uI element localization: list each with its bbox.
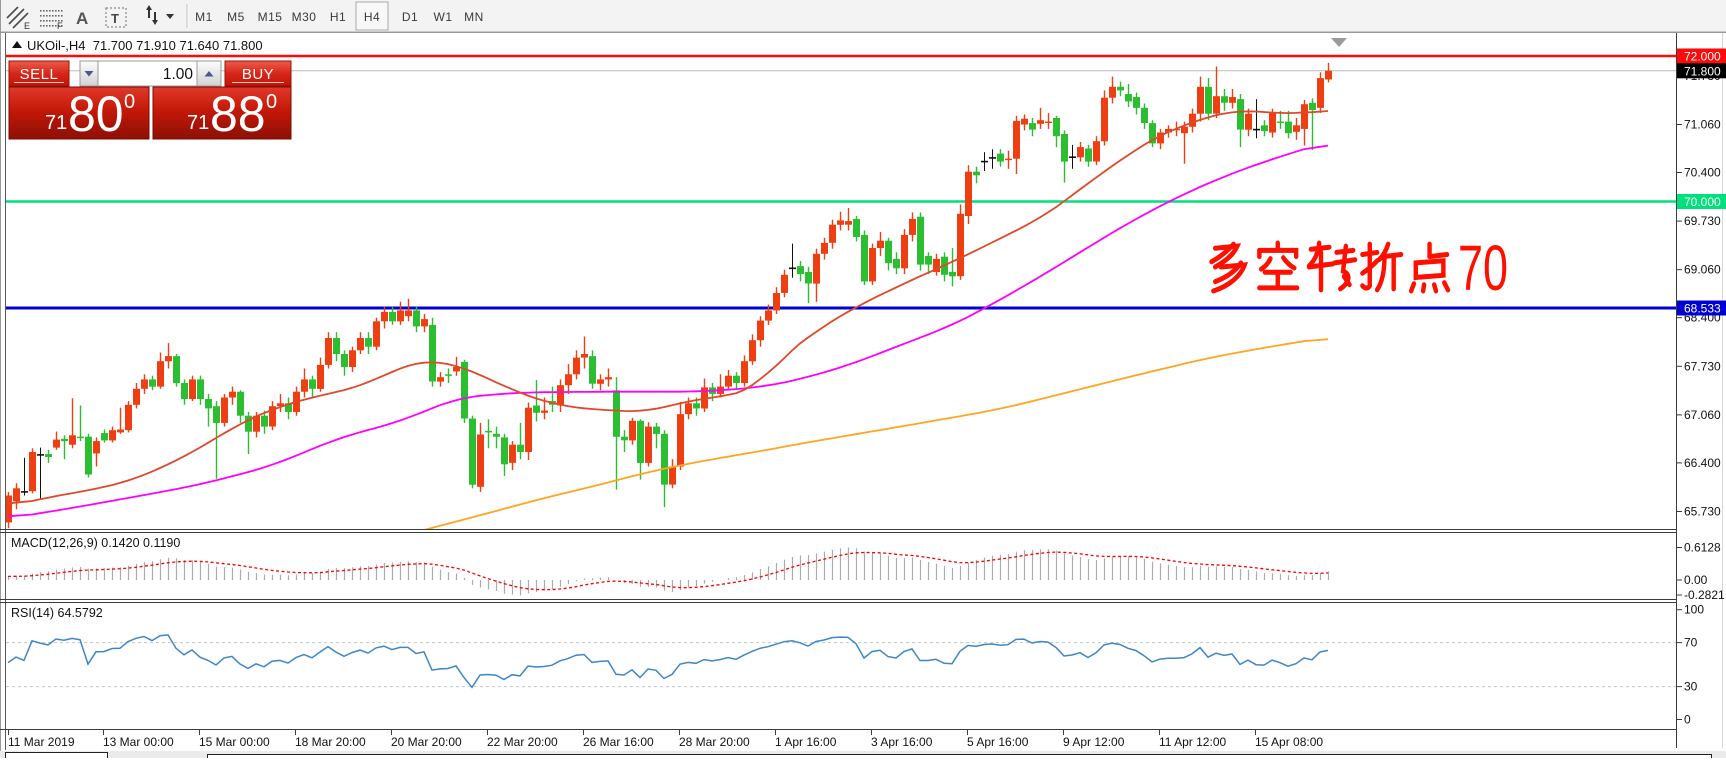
svg-text:F: F xyxy=(57,21,63,31)
svg-text:E: E xyxy=(24,21,30,31)
svg-text:71: 71 xyxy=(45,112,67,134)
svg-text:11 Mar 2019: 11 Mar 2019 xyxy=(8,735,75,749)
svg-text:0.6128: 0.6128 xyxy=(1684,541,1721,555)
svg-text:28 Mar 20:00: 28 Mar 20:00 xyxy=(679,735,750,749)
svg-text:69.730: 69.730 xyxy=(1684,214,1721,228)
svg-text:H1: H1 xyxy=(330,10,346,24)
svg-text:0: 0 xyxy=(266,91,277,113)
svg-text:3 Apr 16:00: 3 Apr 16:00 xyxy=(871,735,933,749)
svg-text:D1: D1 xyxy=(402,10,418,24)
svg-text:72.000: 72.000 xyxy=(1684,50,1721,64)
svg-text:T: T xyxy=(111,11,119,26)
svg-text:M30: M30 xyxy=(292,10,317,24)
svg-text:80: 80 xyxy=(68,86,124,142)
svg-text:UKOil-,H4 71.700 71.910 71.64: UKOil-,H4 71.700 71.910 71.640 71.800 xyxy=(27,38,263,53)
svg-text:26 Mar 16:00: 26 Mar 16:00 xyxy=(583,735,654,749)
svg-text:15 Mar 00:00: 15 Mar 00:00 xyxy=(199,735,270,749)
svg-text:MN: MN xyxy=(464,10,484,24)
svg-text:71: 71 xyxy=(187,112,209,134)
svg-text:71.800: 71.800 xyxy=(1684,64,1721,78)
svg-text:15 Apr 08:00: 15 Apr 08:00 xyxy=(1255,735,1323,749)
svg-text:70: 70 xyxy=(1684,636,1698,650)
svg-text:-0.2821: -0.2821 xyxy=(1684,588,1725,602)
svg-text:RSI(14) 64.5792: RSI(14) 64.5792 xyxy=(11,606,103,620)
svg-text:1 Apr 16:00: 1 Apr 16:00 xyxy=(775,735,837,749)
svg-text:0: 0 xyxy=(1684,713,1691,727)
svg-text:M15: M15 xyxy=(258,10,283,24)
svg-text:69.060: 69.060 xyxy=(1684,263,1721,277)
svg-text:68.533: 68.533 xyxy=(1684,302,1721,316)
svg-text:A: A xyxy=(76,9,88,28)
svg-text:M5: M5 xyxy=(227,10,245,24)
svg-text:H4: H4 xyxy=(364,10,380,24)
svg-text:67.730: 67.730 xyxy=(1684,359,1721,373)
svg-text:11 Apr 12:00: 11 Apr 12:00 xyxy=(1159,735,1226,749)
svg-text:9 Apr 12:00: 9 Apr 12:00 xyxy=(1063,735,1125,749)
svg-text:13 Mar 00:00: 13 Mar 00:00 xyxy=(103,735,174,749)
svg-text:88: 88 xyxy=(210,86,266,142)
svg-text:70: 70 xyxy=(1458,232,1508,304)
svg-text:SELL: SELL xyxy=(20,66,59,83)
svg-text:MACD(12,26,9) 0.1420 0.1190: MACD(12,26,9) 0.1420 0.1190 xyxy=(11,536,180,550)
svg-text:71.060: 71.060 xyxy=(1684,118,1721,132)
svg-text:66.400: 66.400 xyxy=(1684,456,1721,470)
svg-text:20 Mar 20:00: 20 Mar 20:00 xyxy=(391,735,462,749)
svg-text:65.730: 65.730 xyxy=(1684,505,1721,519)
svg-text:W1: W1 xyxy=(434,10,453,24)
svg-text:1.00: 1.00 xyxy=(163,66,194,83)
svg-text:18 Mar 20:00: 18 Mar 20:00 xyxy=(295,735,366,749)
svg-text:0: 0 xyxy=(124,91,135,113)
svg-text:70.000: 70.000 xyxy=(1684,195,1721,209)
svg-text:M1: M1 xyxy=(195,10,213,24)
svg-text:5 Apr 16:00: 5 Apr 16:00 xyxy=(967,735,1029,749)
svg-text:0.00: 0.00 xyxy=(1684,573,1708,587)
svg-text:67.060: 67.060 xyxy=(1684,408,1721,422)
svg-text:BUY: BUY xyxy=(242,66,274,83)
svg-text:70.400: 70.400 xyxy=(1684,166,1721,180)
svg-text:22 Mar 20:00: 22 Mar 20:00 xyxy=(487,735,558,749)
svg-text:100: 100 xyxy=(1684,603,1704,617)
svg-text:30: 30 xyxy=(1684,680,1698,694)
